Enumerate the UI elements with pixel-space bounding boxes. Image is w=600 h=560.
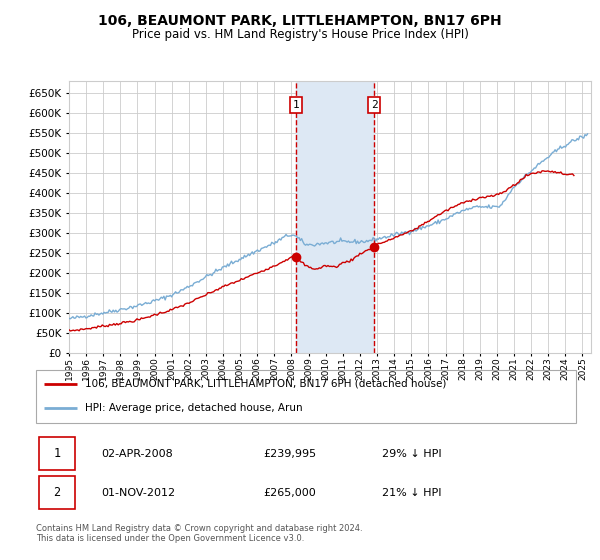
Text: 02-APR-2008: 02-APR-2008 <box>101 449 173 459</box>
Text: 1: 1 <box>292 100 299 110</box>
Text: 106, BEAUMONT PARK, LITTLEHAMPTON, BN17 6PH: 106, BEAUMONT PARK, LITTLEHAMPTON, BN17 … <box>98 14 502 28</box>
FancyBboxPatch shape <box>39 437 76 470</box>
Text: £265,000: £265,000 <box>263 488 316 498</box>
Text: 01-NOV-2012: 01-NOV-2012 <box>101 488 175 498</box>
FancyBboxPatch shape <box>39 477 76 509</box>
Text: 2: 2 <box>371 100 377 110</box>
Text: HPI: Average price, detached house, Arun: HPI: Average price, detached house, Arun <box>85 403 302 413</box>
Text: 106, BEAUMONT PARK, LITTLEHAMPTON, BN17 6PH (detached house): 106, BEAUMONT PARK, LITTLEHAMPTON, BN17 … <box>85 379 446 389</box>
Text: 29% ↓ HPI: 29% ↓ HPI <box>382 449 441 459</box>
Text: 2: 2 <box>53 486 61 500</box>
Text: Contains HM Land Registry data © Crown copyright and database right 2024.
This d: Contains HM Land Registry data © Crown c… <box>36 524 362 543</box>
Text: 1: 1 <box>53 447 61 460</box>
Bar <box>296 81 374 353</box>
Text: 21% ↓ HPI: 21% ↓ HPI <box>382 488 441 498</box>
Text: Price paid vs. HM Land Registry's House Price Index (HPI): Price paid vs. HM Land Registry's House … <box>131 28 469 41</box>
Text: £239,995: £239,995 <box>263 449 316 459</box>
